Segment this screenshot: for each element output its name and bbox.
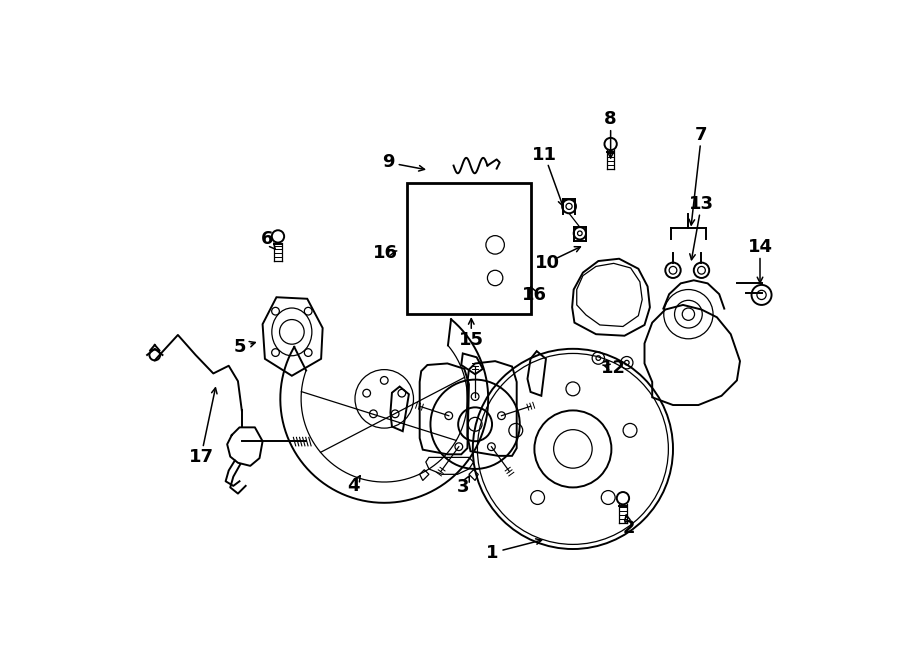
Bar <box>408 183 531 314</box>
Text: 2: 2 <box>623 520 635 537</box>
Text: 12: 12 <box>601 359 626 377</box>
Text: 5: 5 <box>234 338 247 356</box>
Text: 14: 14 <box>748 238 772 256</box>
Text: 16: 16 <box>374 245 399 262</box>
Text: 13: 13 <box>689 195 714 213</box>
Text: 7: 7 <box>695 126 707 143</box>
Text: 6: 6 <box>261 231 274 249</box>
Text: 15: 15 <box>459 330 484 348</box>
Text: 3: 3 <box>457 479 470 496</box>
Text: 16: 16 <box>522 286 547 304</box>
Text: 1: 1 <box>486 544 499 562</box>
Text: 10: 10 <box>535 254 560 272</box>
Text: 17: 17 <box>188 447 213 465</box>
Text: 4: 4 <box>347 477 360 495</box>
Text: 8: 8 <box>604 110 617 128</box>
Text: 9: 9 <box>382 153 394 171</box>
Text: 11: 11 <box>532 146 557 164</box>
